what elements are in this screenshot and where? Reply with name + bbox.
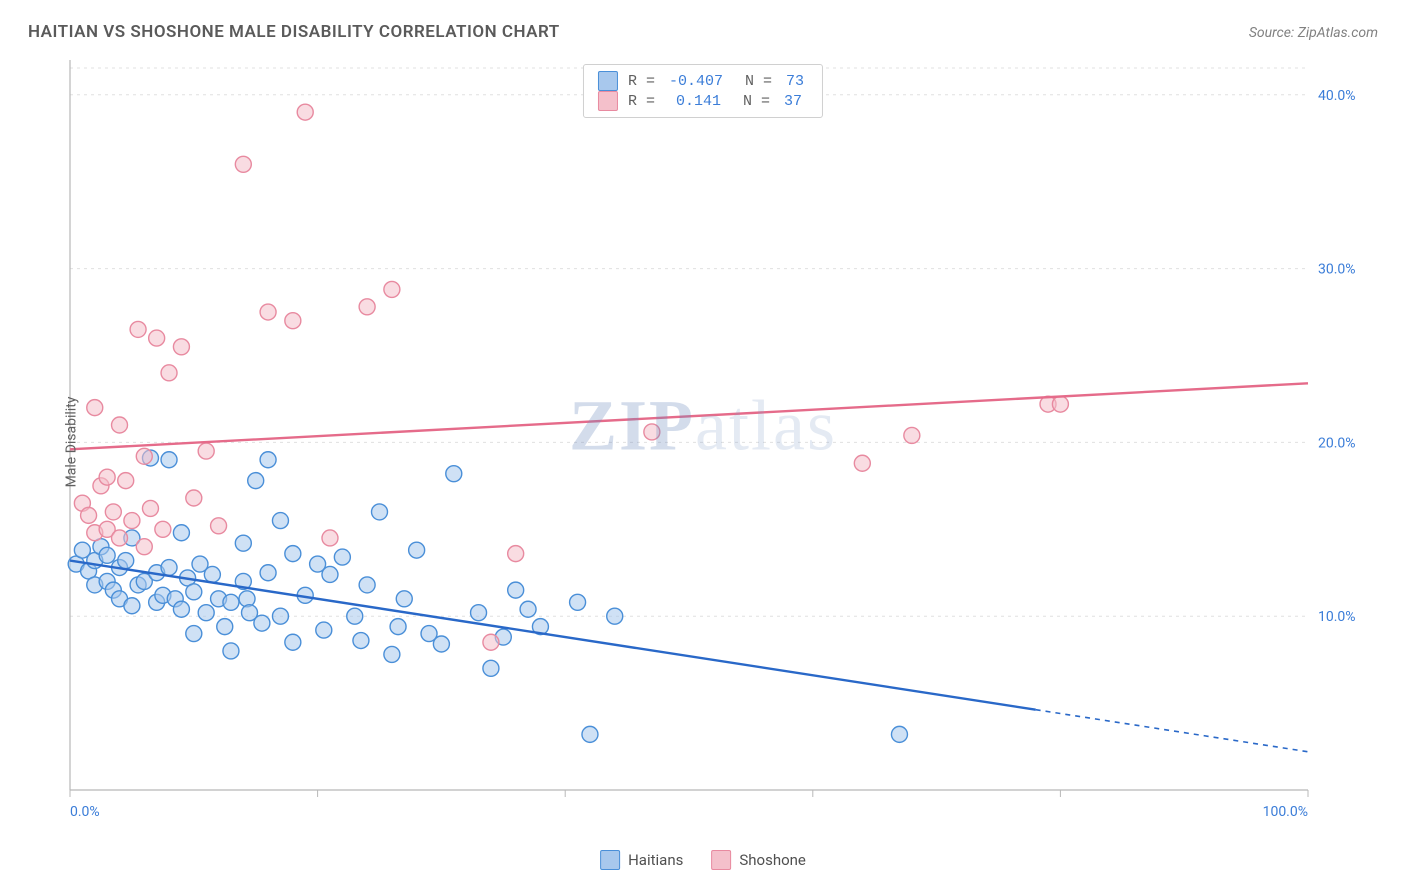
r-value: 0.141 [665, 93, 725, 110]
n-label: N = [743, 93, 770, 110]
n-value: 73 [782, 73, 808, 90]
legend-item: Haitians [600, 850, 683, 870]
source-label: Source: ZipAtlas.com [1249, 25, 1378, 41]
r-label: R = [628, 73, 655, 90]
correlation-legend-row: R = -0.407 N = 73 [598, 71, 808, 91]
legend-swatch [598, 71, 618, 91]
legend-label: Shoshone [739, 851, 806, 869]
svg-text:20.0%: 20.0% [1318, 435, 1356, 451]
legend-item: Shoshone [711, 850, 806, 870]
correlation-legend: R = -0.407 N = 73 R = 0.141 N = 37 [583, 64, 823, 118]
scatter-chart: 0.0% 100.0% 10.0% 20.0% 30.0% 40.0% [28, 52, 1378, 832]
correlation-legend-row: R = 0.141 N = 37 [598, 91, 808, 111]
legend-swatch [600, 850, 620, 870]
r-value: -0.407 [665, 73, 727, 90]
n-label: N = [745, 73, 772, 90]
chart-title: HAITIAN VS SHOSHONE MALE DISABILITY CORR… [28, 22, 560, 42]
svg-text:30.0%: 30.0% [1318, 262, 1356, 278]
series-legend: Haitians Shoshone [600, 850, 806, 870]
n-value: 37 [780, 93, 806, 110]
svg-text:100.0%: 100.0% [1263, 804, 1308, 820]
legend-swatch [711, 850, 731, 870]
svg-text:40.0%: 40.0% [1318, 88, 1356, 104]
svg-text:0.0%: 0.0% [70, 804, 100, 820]
y-axis-label: Male Disability [63, 397, 79, 488]
chart-container: Male Disability ZIPatlas 0.0%100.0%10.0%… [28, 52, 1378, 832]
legend-swatch [598, 91, 618, 111]
legend-label: Haitians [628, 851, 683, 869]
r-label: R = [628, 93, 655, 110]
svg-text:10.0%: 10.0% [1318, 609, 1356, 625]
